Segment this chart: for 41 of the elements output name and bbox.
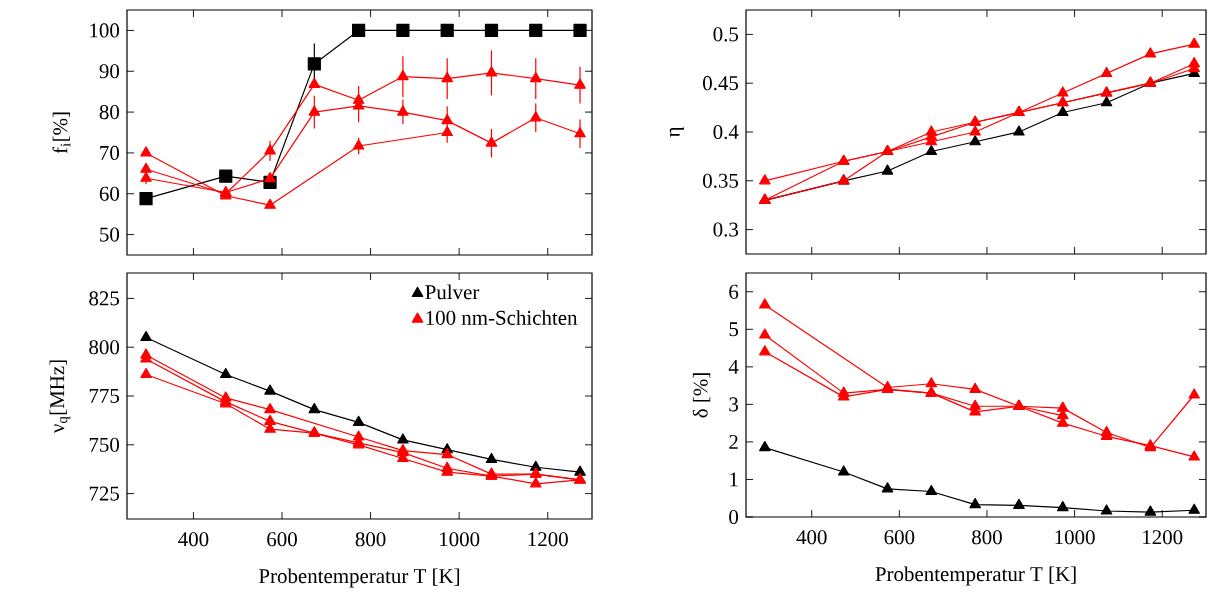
x-tick-label: 1000 xyxy=(440,532,480,547)
y-tick-label: 6 xyxy=(729,284,739,299)
y-tick-label: 3 xyxy=(729,397,739,412)
x-tick-label: 800 xyxy=(355,532,386,547)
y-tick-label: 800 xyxy=(89,340,120,355)
legend-label: 100 nm-Schichten xyxy=(426,310,578,325)
y-axis-title: f$_{i}$[%] xyxy=(52,112,71,154)
x-tick-label: 800 xyxy=(972,530,1002,545)
y-tick-label: 750 xyxy=(89,437,120,452)
y-tick-label: 100 xyxy=(90,23,120,38)
y-tick-label: 0 xyxy=(729,509,739,525)
x-tick-label: 1000 xyxy=(1055,530,1095,545)
y-tick-label: 4 xyxy=(728,359,739,374)
y-axis-title: δ [%] xyxy=(692,373,711,418)
y-tick-label: 0.4 xyxy=(713,124,739,140)
y-tick-label: 60 xyxy=(99,186,120,201)
y-tick-label: 80 xyxy=(99,105,120,120)
y-axis-title: ν$_{q}$[MHz] xyxy=(49,360,71,434)
y-tick-label: 725 xyxy=(89,486,120,501)
y-tick-label: 5 xyxy=(729,322,739,337)
x-tick-label: 400 xyxy=(178,532,209,547)
y-tick-label: 2 xyxy=(729,434,738,449)
y-tick-label: 50 xyxy=(100,227,120,242)
y-tick-label: 0.3 xyxy=(713,222,739,237)
y-tick-label: 90 xyxy=(99,64,120,79)
x-tick-label: 1200 xyxy=(528,532,568,547)
y-axis-title: η xyxy=(669,127,685,138)
x-axis-title: Probentemperatur T [K] xyxy=(259,568,460,588)
y-tick-label: 0.5 xyxy=(713,27,739,42)
y-tick-label: 70 xyxy=(100,145,120,160)
x-tick-label: 1200 xyxy=(1143,530,1183,545)
x-axis-title: Probentemperatur T [K] xyxy=(875,566,1076,586)
y-tick-label: 1 xyxy=(730,472,738,487)
y-tick-label: 775 xyxy=(89,389,120,403)
x-tick-label: 600 xyxy=(884,530,915,545)
y-tick-label: 0.35 xyxy=(703,173,739,188)
y-tick-label: 825 xyxy=(89,291,120,306)
x-tick-label: 600 xyxy=(267,532,297,547)
x-tick-label: 400 xyxy=(796,530,827,545)
legend-label: Pulver xyxy=(425,284,480,300)
y-tick-label: 0.45 xyxy=(703,76,739,91)
